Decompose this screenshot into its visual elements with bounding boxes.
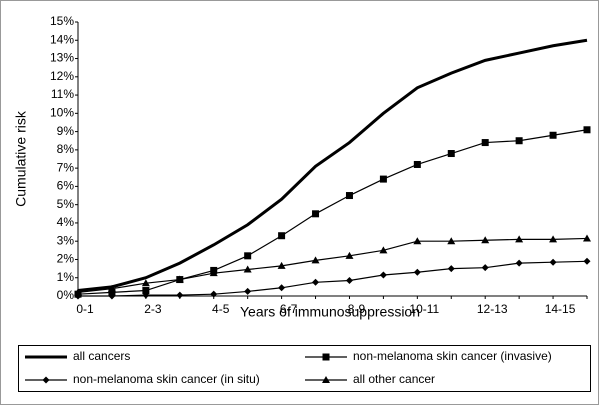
y-tick-label: 6% [57,179,75,193]
legend-label: non-melanoma skin cancer (in situ) [73,372,260,386]
point [142,287,150,295]
point [345,192,353,200]
series-line [77,129,588,295]
point [176,291,184,299]
y-tick-label: 5% [57,197,75,211]
point [515,259,523,267]
y-tick-label: 4% [57,215,75,229]
legend-label: all other cancer [353,372,435,386]
point [277,261,286,269]
x-tick-label: 10-11 [409,302,439,316]
y-tick-label: 8% [57,142,75,156]
point [243,265,252,273]
point [142,291,150,299]
point [74,288,82,296]
point [583,257,591,265]
y-axis-label: Cumulative risk [13,110,29,207]
point [244,252,252,260]
point [413,237,422,245]
point [379,271,387,279]
x-tick-label: 6-7 [280,302,298,316]
y-tick-label: 7% [57,160,75,174]
point [278,232,286,240]
point [175,275,184,283]
point [549,258,557,266]
point [209,269,218,277]
point [447,265,455,273]
y-tick-label: 11% [51,87,74,101]
point [210,290,218,298]
point [244,287,252,295]
legend-marker [322,376,330,383]
point [549,131,557,139]
point [108,288,116,296]
x-tick-label: 14-15 [545,302,576,316]
point [549,235,558,243]
legend-box [18,345,591,392]
y-tick-label: 15% [50,14,74,28]
x-tick-label: 2-3 [144,302,162,316]
point [413,160,421,168]
series-line [77,38,588,293]
x-tick-label: 0-1 [76,302,94,316]
point [583,234,591,242]
point [107,284,116,292]
point [447,237,456,245]
point [312,278,320,286]
y-tick-label: 14% [50,32,74,46]
x-tick-label: 4-5 [212,302,230,316]
point [515,235,524,243]
y-tick-label: 1% [57,270,75,284]
legend-label: all cancers [73,349,130,363]
y-tick-label: 9% [57,124,75,138]
y-tick-label: 10% [50,106,74,120]
y-tick-label: 0% [57,288,75,302]
point [345,251,354,259]
point [583,126,591,134]
point [311,256,320,264]
y-tick-label: 12% [50,69,74,83]
point [481,264,489,272]
point [278,284,286,292]
legend-marker [322,353,330,361]
point [481,139,489,147]
point [481,236,490,244]
legend-label: non-melanoma skin cancer (invasive) [353,349,552,363]
x-axis-label: Years of immunosuppression [240,304,420,320]
y-tick-label: 2% [57,252,75,266]
point [141,279,150,287]
point [379,246,388,254]
point [413,268,421,276]
point [447,150,455,158]
point [379,175,387,183]
series-line [78,260,588,297]
legend-marker [42,376,50,384]
y-tick-label: 13% [50,51,74,65]
x-tick-label: 8-9 [348,302,366,316]
series-line [77,237,588,293]
point [515,137,523,145]
x-tick-label: 12-13 [477,302,508,316]
point [345,276,353,284]
y-tick-label: 3% [57,233,75,247]
point [108,292,116,300]
point [312,210,320,218]
